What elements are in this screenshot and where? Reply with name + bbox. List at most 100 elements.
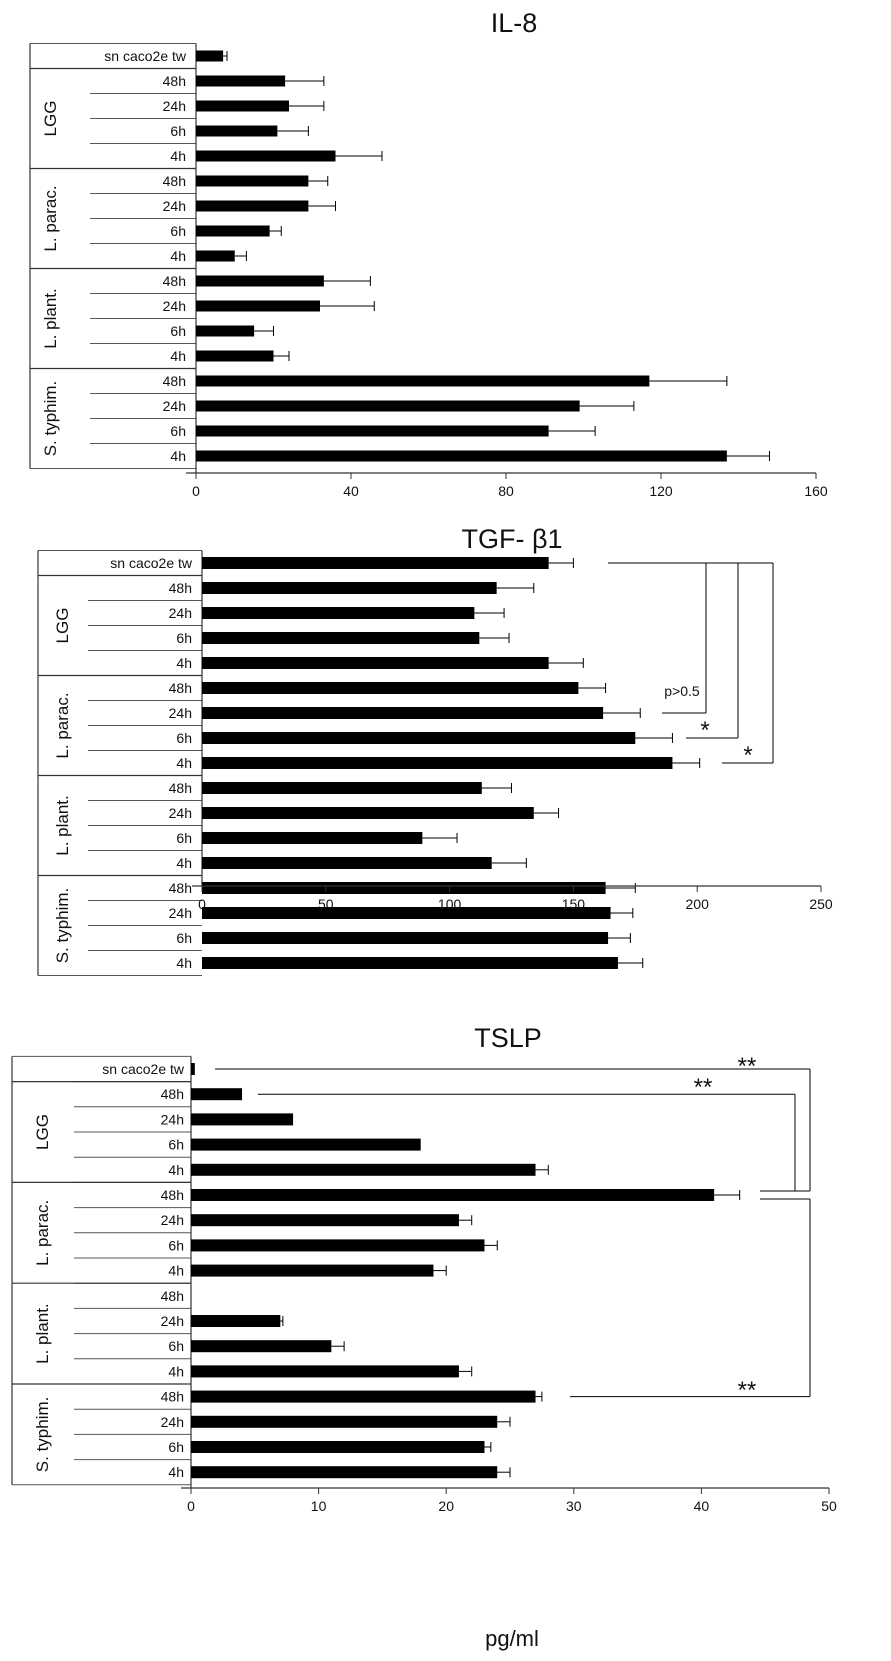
bar: [191, 1113, 294, 1126]
x-axis-label: pg/ml: [485, 1626, 539, 1651]
significance-label: **: [694, 1074, 713, 1101]
tick-label: 48h: [163, 273, 186, 289]
x-tick-label: 20: [438, 1498, 454, 1514]
x-tick-label: 120: [649, 483, 673, 499]
bar: [202, 632, 480, 644]
tick-label: sn caco2e tw: [102, 1061, 185, 1077]
significance-label: *: [743, 742, 752, 769]
tick-label: 48h: [169, 880, 192, 896]
bar: [191, 1063, 195, 1075]
tick-label: 24h: [161, 1212, 184, 1228]
bar: [202, 682, 579, 694]
tick-label: 24h: [161, 1313, 184, 1329]
x-tick-label: 0: [192, 483, 200, 499]
tick-label: 6h: [176, 730, 192, 746]
bar: [191, 1239, 485, 1252]
chart-panel-1: TGF- β1 sn caco2e tw 48h 24h 6h 4h 48h 24h 6h 4h 4…: [37, 524, 833, 976]
bar: [202, 857, 492, 869]
tick-label: 6h: [168, 1137, 184, 1153]
bar: [196, 300, 320, 312]
significance-label: p>0.5: [664, 683, 700, 699]
bar: [196, 225, 270, 237]
group-label: S. typhim.: [33, 1397, 52, 1473]
bar: [196, 400, 580, 412]
bar: [196, 75, 286, 87]
bar: [202, 932, 609, 944]
bar: [191, 1415, 498, 1428]
tick-label: 4h: [176, 955, 192, 971]
tick-label: 4h: [168, 1162, 184, 1178]
x-tick-label: 40: [694, 1498, 710, 1514]
x-tick-label: 160: [804, 483, 828, 499]
x-tick-label: 50: [821, 1498, 837, 1514]
group-label: LGG: [53, 608, 72, 644]
tick-label: 4h: [168, 1464, 184, 1480]
tick-label: 4h: [168, 1363, 184, 1379]
bar: [196, 150, 336, 162]
significance-label: **: [738, 1377, 757, 1404]
bar: [196, 325, 255, 337]
chart-panel-0: IL-8 sn caco2e tw 48h 24h 6h 4h 48h 24h 6h 4h 48h 2…: [29, 8, 828, 499]
bar: [191, 1340, 332, 1353]
bar: [202, 757, 673, 769]
tick-label: 48h: [161, 1288, 184, 1304]
bar: [191, 1138, 421, 1151]
bar: [191, 1315, 281, 1327]
group-label: S. typhim.: [41, 381, 60, 457]
bar: [191, 1088, 243, 1101]
bar: [191, 1365, 459, 1378]
bar: [202, 657, 549, 669]
bar: [202, 557, 549, 569]
x-tick-label: 250: [809, 896, 833, 912]
bar: [196, 175, 309, 187]
bar: [196, 375, 650, 387]
bar: [191, 1163, 536, 1176]
bar: [202, 807, 534, 819]
group-label: S. typhim.: [53, 888, 72, 964]
tick-label: 48h: [163, 373, 186, 389]
bar: [196, 50, 224, 62]
group-label: LGG: [33, 1114, 52, 1150]
tick-label: 24h: [161, 1414, 184, 1430]
group-label: L. parac.: [33, 1200, 52, 1266]
tick-label: 6h: [168, 1338, 184, 1354]
x-tick-label: 30: [566, 1498, 582, 1514]
chart-title: TSLP: [474, 1023, 542, 1053]
tick-label: 48h: [161, 1187, 184, 1203]
tick-label: 6h: [170, 123, 186, 139]
bar: [191, 1441, 485, 1453]
significance-label: **: [738, 1053, 757, 1080]
tick-label: 6h: [176, 930, 192, 946]
bar: [202, 607, 475, 619]
tick-label: 6h: [168, 1439, 184, 1455]
tick-label: 24h: [169, 605, 192, 621]
bar: [202, 832, 423, 844]
tick-label: 48h: [169, 580, 192, 596]
tick-label: 24h: [163, 198, 186, 214]
significance-label: *: [700, 717, 709, 744]
tick-label: 24h: [163, 98, 186, 114]
tick-label: 48h: [161, 1389, 184, 1405]
x-tick-label: 100: [438, 896, 462, 912]
x-tick-label: 80: [498, 483, 514, 499]
x-tick-label: 200: [686, 896, 710, 912]
tick-label: 6h: [176, 630, 192, 646]
x-tick-label: 50: [318, 896, 334, 912]
tick-label: 48h: [163, 173, 186, 189]
bar: [191, 1189, 715, 1201]
chart-title: IL-8: [491, 8, 538, 38]
x-tick-label: 150: [562, 896, 586, 912]
bar: [202, 732, 636, 744]
tick-label: 24h: [169, 905, 192, 921]
x-tick-label: 0: [198, 896, 206, 912]
bar: [202, 907, 611, 919]
tick-label: 6h: [170, 423, 186, 439]
tick-label: 4h: [176, 655, 192, 671]
tick-label: 48h: [169, 680, 192, 696]
x-tick-label: 0: [187, 1498, 195, 1514]
tick-label: 24h: [163, 298, 186, 314]
tick-label: 48h: [163, 73, 186, 89]
x-tick-label: 10: [311, 1498, 327, 1514]
group-label: LGG: [41, 101, 60, 137]
tick-label: 48h: [169, 780, 192, 796]
